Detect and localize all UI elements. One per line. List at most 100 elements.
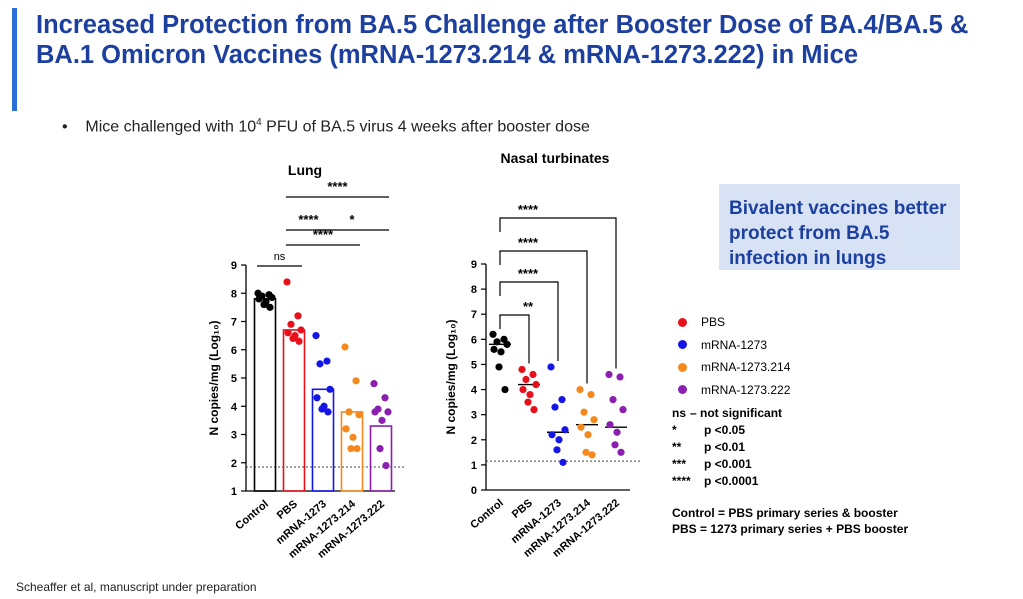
y-tick-label: 8: [231, 288, 237, 300]
data-point: [497, 348, 505, 356]
data-point: [326, 385, 334, 393]
data-point: [503, 340, 511, 348]
data-point: [489, 330, 497, 338]
legend-item: mRNA-1273.214: [672, 356, 790, 379]
data-point: [616, 373, 624, 381]
data-point: [584, 431, 592, 439]
data-point: [553, 446, 561, 454]
data-point: [559, 458, 567, 466]
data-point: [255, 295, 263, 303]
data-point: [349, 433, 357, 441]
y-tick-label: 4: [231, 401, 238, 413]
y-tick-label: 5: [231, 373, 237, 385]
legend-label: mRNA-1273.222: [701, 382, 791, 397]
data-point: [268, 293, 276, 302]
significance-symbol: ns: [672, 406, 687, 420]
significance-label: *: [349, 212, 355, 227]
legend-label: PBS: [701, 315, 726, 330]
data-point: [493, 338, 501, 346]
significance-symbol: *: [672, 423, 677, 437]
legend-label: mRNA-1273: [701, 337, 768, 352]
y-tick-label: 9: [471, 259, 477, 271]
bullet-text-pre: Mice challenged with 10: [85, 118, 257, 136]
data-point: [529, 370, 537, 379]
x-tick-label: Control: [468, 497, 506, 531]
y-tick-label: 5: [471, 359, 477, 371]
data-point: [580, 408, 588, 416]
data-point: [378, 416, 386, 424]
y-tick-label: 7: [471, 309, 477, 321]
y-tick-label: 9: [231, 260, 237, 272]
data-point: [266, 303, 274, 311]
data-point: [342, 425, 350, 433]
definition-line: PBS = 1273 primary series + PBS booster: [672, 522, 909, 536]
data-point: [619, 406, 627, 414]
bullet-point: • Mice challenged with 104 PFU of BA.5 v…: [62, 117, 590, 136]
data-point: [524, 398, 532, 406]
data-point: [522, 375, 530, 384]
y-tick-label: 2: [471, 435, 477, 447]
data-point: [576, 385, 584, 394]
data-point: [532, 380, 540, 389]
data-point: [283, 278, 291, 286]
significance-row: * p <0.05: [672, 422, 782, 439]
y-axis-label: N copies/mg (Log₁₀): [207, 320, 221, 435]
significance-key: ns – not significant * p <0.05 ** p <0.01 *** p…: [672, 405, 782, 490]
legend-marker-icon: [678, 385, 687, 395]
significance-label: ****: [298, 212, 319, 227]
x-tick-label: Control: [233, 498, 271, 532]
data-point: [588, 451, 596, 459]
group-definitions: Control = PBS primary series & booster PB…: [672, 505, 908, 537]
significance-text: – not significant: [690, 406, 783, 420]
data-point: [587, 390, 595, 399]
data-point: [341, 343, 349, 351]
data-point: [289, 334, 297, 343]
y-axis-label: N copies/mg (Log₁₀): [444, 319, 458, 434]
data-point: [590, 416, 598, 424]
data-point: [294, 312, 302, 320]
legend-item: mRNA-1273: [672, 334, 790, 357]
data-point: [548, 431, 556, 439]
data-point: [611, 441, 619, 449]
data-point: [617, 448, 625, 456]
significance-label: **: [523, 299, 534, 314]
data-point: [376, 445, 384, 453]
data-point: [490, 345, 498, 353]
significance-label: ****: [518, 202, 539, 217]
data-point: [352, 377, 360, 385]
data-point: [370, 380, 378, 388]
data-point: [582, 448, 590, 456]
data-point: [518, 365, 526, 374]
y-tick-label: 8: [471, 284, 477, 296]
data-point: [526, 390, 534, 399]
significance-bracket: [499, 314, 530, 364]
y-tick-label: 6: [471, 334, 477, 346]
data-point: [547, 363, 555, 371]
significance-label: ****: [327, 179, 348, 194]
y-tick-label: 3: [471, 410, 477, 422]
bar: [282, 329, 306, 492]
significance-bracket: [499, 281, 559, 361]
title-accent-bar: [12, 8, 17, 111]
data-point: [605, 370, 613, 379]
data-point: [606, 421, 614, 429]
data-point: [384, 408, 392, 416]
callout-box: Bivalent vaccines better protect from BA…: [719, 184, 960, 270]
significance-bracket: [499, 217, 617, 369]
data-point: [316, 360, 324, 368]
y-tick-label: 2: [231, 458, 237, 470]
data-point: [382, 461, 390, 470]
data-point: [318, 405, 326, 413]
significance-row: **** p <0.0001: [672, 473, 782, 490]
data-point: [371, 408, 379, 416]
data-point: [613, 428, 621, 436]
data-point: [284, 329, 292, 337]
significance-label: ****: [518, 235, 539, 250]
data-point: [323, 357, 331, 365]
slide-title: Increased Protection from BA.5 Challenge…: [36, 11, 969, 69]
y-tick-label: 7: [231, 317, 237, 329]
legend-marker-icon: [678, 340, 687, 350]
data-point: [561, 426, 569, 434]
data-point: [297, 326, 305, 334]
bar: [369, 425, 393, 492]
